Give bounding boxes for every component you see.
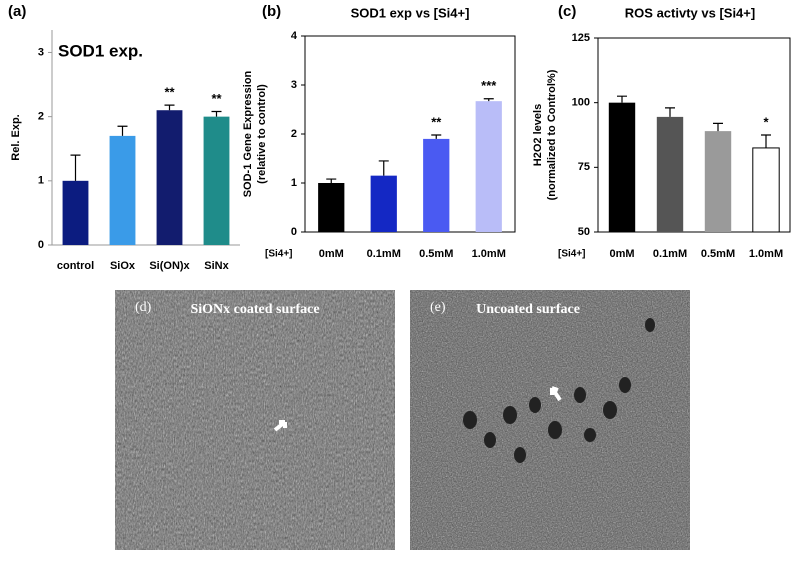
- bar: [752, 147, 780, 233]
- bar: [62, 180, 89, 245]
- error-bar: [70, 154, 81, 181]
- bar: [656, 116, 684, 232]
- x-tick-label: SiOx: [110, 260, 136, 272]
- bar: [475, 101, 502, 232]
- y-tick-label: 50: [578, 226, 590, 238]
- bar: [318, 183, 345, 232]
- y-axis-label: SOD-1 Gene Expression: [242, 70, 254, 197]
- chart-title: SOD1 exp vs [Si4+]: [351, 5, 470, 20]
- y-tick-label: 125: [572, 32, 590, 44]
- y-tick-label: 1: [38, 175, 44, 187]
- x-tick-label: 0.1mM: [367, 248, 401, 260]
- x-tick-label: control: [57, 260, 94, 272]
- x-tick-label: 1.0mM: [749, 248, 783, 260]
- chart-title: SOD1 exp.: [58, 41, 143, 60]
- error-bar: [326, 178, 337, 183]
- error-bar: [617, 95, 627, 103]
- y-tick-label: 75: [578, 161, 590, 173]
- x-tick-label: 0.1mM: [653, 248, 687, 260]
- error-bar: [117, 125, 128, 136]
- y-tick-label: 100: [572, 97, 590, 109]
- y-tick-label: 0: [38, 239, 44, 251]
- bar: [156, 110, 183, 245]
- y-tick-label: 2: [38, 111, 44, 123]
- y-tick-label: 3: [38, 46, 44, 58]
- image-texture: [115, 290, 395, 550]
- panel-label: (c): [558, 3, 576, 20]
- panel-label: (e): [430, 300, 446, 315]
- error-bar: [164, 104, 175, 111]
- arrow: [550, 386, 562, 402]
- x-prefix-label: [Si4+]: [265, 249, 293, 260]
- bar: [109, 135, 136, 245]
- sem-image-e: (e) Uncoated surface: [410, 290, 690, 550]
- y-axis-label: H2O2 levels: [532, 104, 544, 166]
- x-prefix-label: [Si4+]: [558, 249, 586, 260]
- panel-label: (b): [262, 3, 281, 20]
- bar: [370, 175, 397, 232]
- error-bar: [431, 134, 442, 139]
- significance-label: ***: [481, 78, 497, 93]
- error-bar: [713, 122, 723, 132]
- y-tick-label: 4: [291, 30, 298, 42]
- y-tick-label: 2: [291, 128, 297, 140]
- y-tick-label: 1: [291, 177, 297, 189]
- y-tick-label: 0: [291, 226, 297, 238]
- sem-image-d: (d) SiONx coated surface: [115, 290, 395, 550]
- chart-title: ROS activty vs [Si4+]: [625, 5, 755, 20]
- bar: [704, 131, 732, 232]
- significance-label: **: [164, 85, 175, 100]
- y-axis-label: Rel. Exp.: [10, 114, 22, 160]
- error-bar: [665, 107, 675, 117]
- bar: [608, 102, 636, 233]
- x-tick-label: Si(ON)x: [149, 260, 190, 272]
- x-tick-label: 1.0mM: [472, 248, 506, 260]
- x-tick-label: 0mM: [609, 248, 634, 260]
- image-caption: Uncoated surface: [476, 302, 580, 317]
- bar: [203, 116, 230, 246]
- significance-label: **: [431, 114, 442, 129]
- error-bar: [761, 134, 771, 148]
- y-axis-label: (relative to control): [256, 84, 268, 184]
- x-tick-label: SiNx: [204, 260, 229, 272]
- significance-label: **: [211, 91, 222, 106]
- x-tick-label: 0.5mM: [701, 248, 735, 260]
- y-tick-label: 3: [291, 79, 297, 91]
- arrow: [273, 420, 287, 432]
- error-bar: [211, 110, 222, 117]
- panel-label: (a): [8, 3, 26, 20]
- cells: [463, 318, 655, 463]
- image-caption: SiONx coated surface: [190, 302, 319, 317]
- error-bar: [483, 98, 494, 102]
- bar: [423, 138, 450, 232]
- image-texture: [410, 290, 690, 550]
- plot-frame: [597, 37, 791, 233]
- x-tick-label: 0.5mM: [419, 248, 453, 260]
- panel-label: (d): [135, 300, 152, 315]
- error-bar: [378, 160, 389, 176]
- x-tick-label: 0mM: [319, 248, 344, 260]
- y-axis-label: (normalized to Control%): [546, 69, 558, 200]
- significance-label: *: [763, 114, 769, 129]
